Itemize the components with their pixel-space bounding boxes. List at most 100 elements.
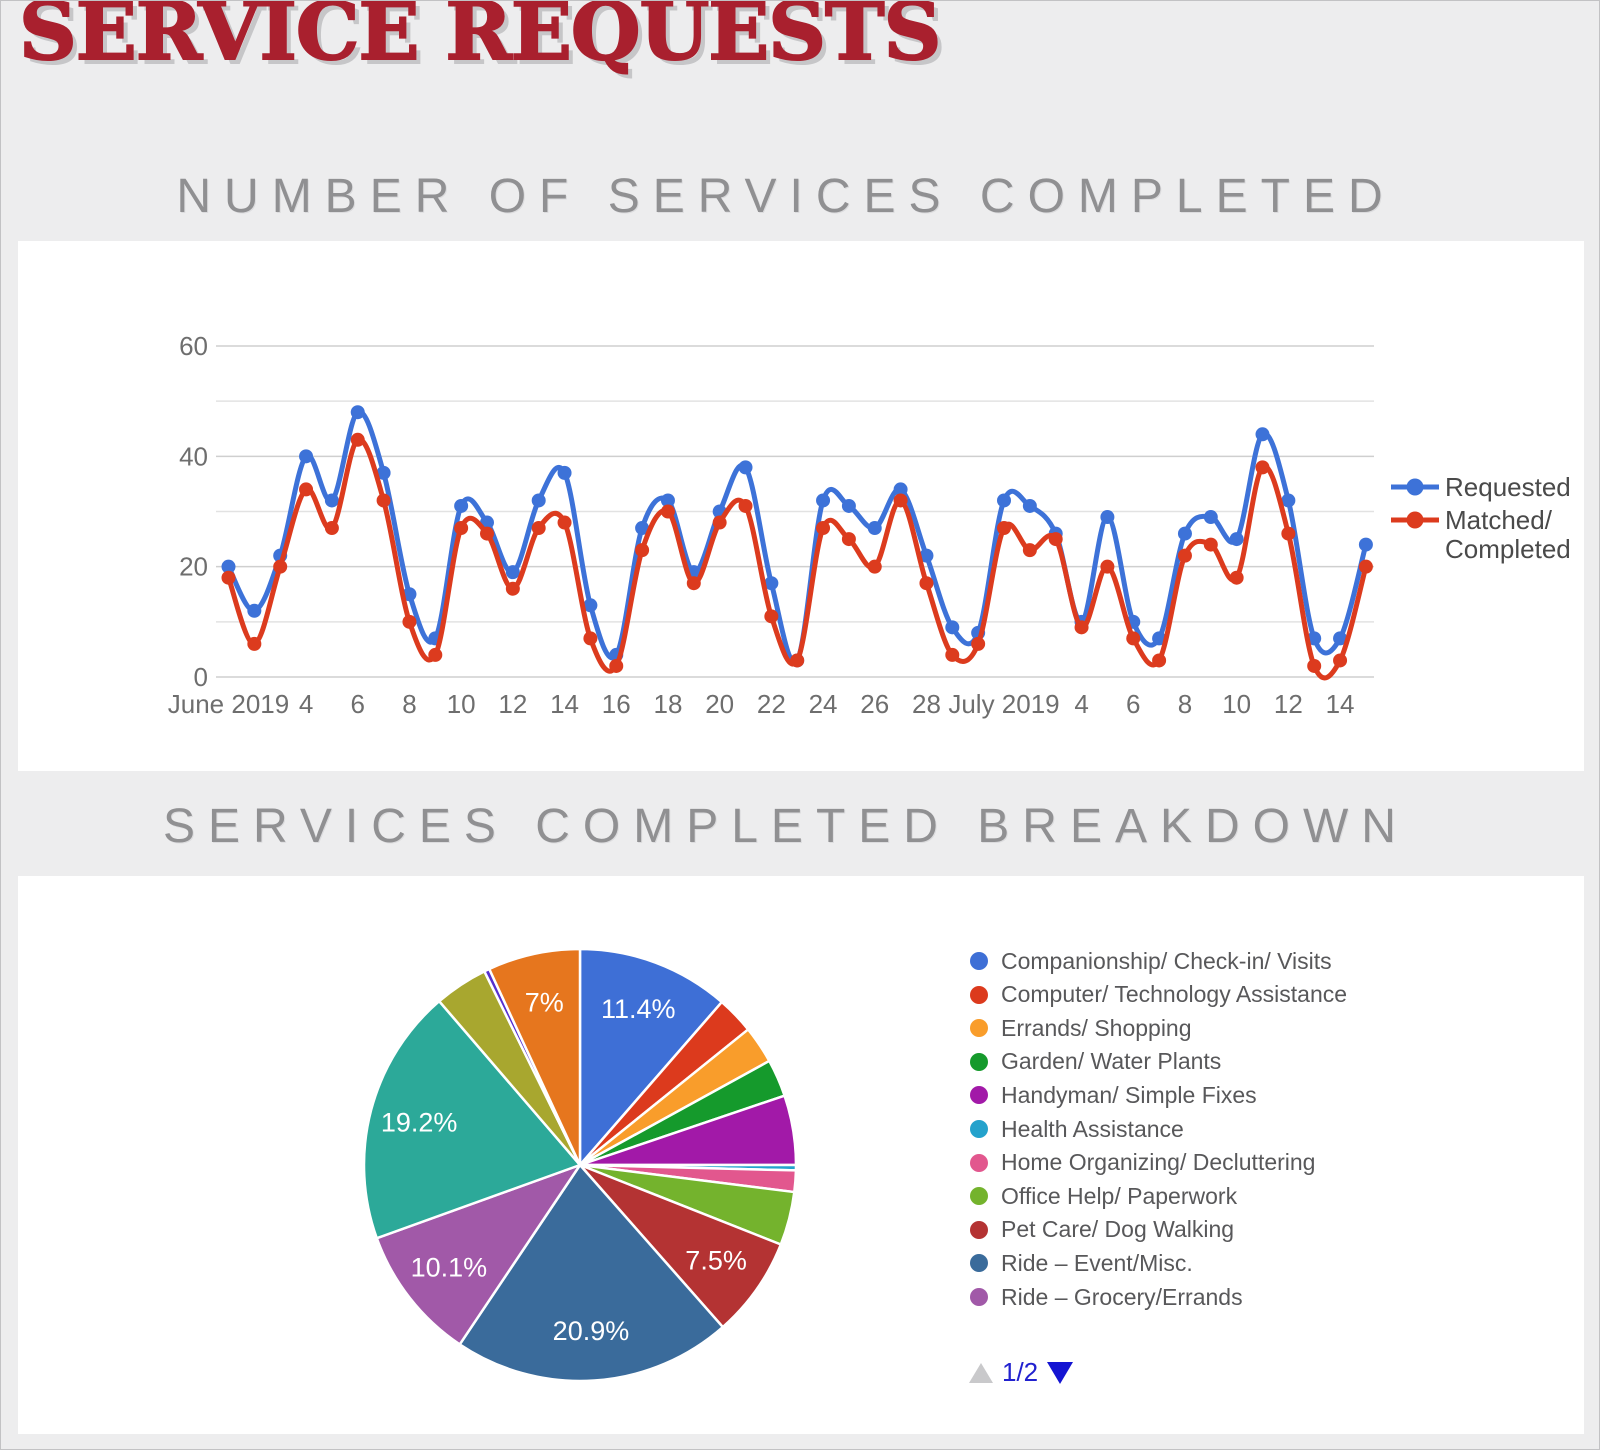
- data-point[interactable]: [1229, 532, 1244, 547]
- pie-slice-9[interactable]: [578, 1163, 783, 1329]
- data-point[interactable]: [350, 405, 365, 420]
- pie-slice-15[interactable]: [488, 947, 582, 1167]
- line-chart[interactable]: 0 20 40 60 June 2019 4 6 8 10 12 14 16 18 20 22 24 26 28 J…: [18, 241, 1584, 771]
- data-point[interactable]: [1358, 559, 1373, 574]
- data-point[interactable]: [1022, 543, 1037, 558]
- data-point[interactable]: [324, 493, 339, 508]
- pie-legend-item[interactable]: Computer/ Technology Assistance: [970, 981, 1347, 1008]
- data-point[interactable]: [1358, 537, 1373, 552]
- data-point[interactable]: [583, 631, 598, 646]
- legend-page-up-icon[interactable]: [969, 1362, 993, 1383]
- data-point[interactable]: [738, 498, 753, 513]
- legend-page-down-icon[interactable]: [1047, 1361, 1074, 1384]
- legend-label[interactable]: Matched/: [1445, 505, 1553, 535]
- data-point[interactable]: [505, 581, 520, 596]
- pie-legend-item[interactable]: Ride – Grocery/Errands: [970, 1284, 1243, 1310]
- data-point[interactable]: [1100, 510, 1115, 525]
- data-point[interactable]: [557, 515, 572, 530]
- data-point[interactable]: [686, 576, 701, 591]
- data-point[interactable]: [919, 576, 934, 591]
- data-point[interactable]: [299, 449, 314, 464]
- data-point[interactable]: [1152, 653, 1167, 668]
- data-point[interactable]: [997, 521, 1011, 536]
- data-point[interactable]: [428, 647, 443, 662]
- data-point[interactable]: [1333, 631, 1348, 646]
- data-point[interactable]: [1126, 631, 1141, 646]
- data-point[interactable]: [841, 498, 856, 513]
- pie-legend-item[interactable]: Handyman/ Simple Fixes: [970, 1082, 1257, 1108]
- data-point[interactable]: [1203, 537, 1218, 552]
- pie-legend-item[interactable]: Office Help/ Paperwork: [970, 1183, 1237, 1209]
- data-point[interactable]: [531, 521, 546, 536]
- data-point[interactable]: [247, 603, 262, 618]
- pie-legend-item[interactable]: Companionship/ Check-in/ Visits: [970, 948, 1332, 974]
- data-point[interactable]: [764, 609, 779, 624]
- data-point[interactable]: [1177, 526, 1192, 541]
- pie-legend-item[interactable]: Pet Care/ Dog Walking: [970, 1216, 1234, 1243]
- data-point[interactable]: [221, 570, 236, 585]
- data-point[interactable]: [971, 636, 986, 651]
- data-point[interactable]: [376, 493, 391, 508]
- data-point[interactable]: [867, 521, 882, 536]
- data-point[interactable]: [273, 559, 288, 574]
- pie-legend-item[interactable]: Health Assistance: [970, 1116, 1184, 1142]
- data-point[interactable]: [635, 521, 650, 536]
- data-point[interactable]: [867, 559, 882, 574]
- data-point[interactable]: [660, 493, 675, 508]
- data-point[interactable]: [712, 515, 727, 530]
- data-point[interactable]: [299, 482, 314, 497]
- data-point[interactable]: [609, 658, 624, 673]
- data-point[interactable]: [1281, 526, 1296, 541]
- data-point[interactable]: [816, 521, 831, 536]
- pie-slice-11[interactable]: [375, 1163, 582, 1346]
- data-point[interactable]: [1203, 510, 1218, 525]
- data-point[interactable]: [816, 493, 831, 508]
- data-point[interactable]: [1307, 631, 1322, 646]
- pie-legend-item[interactable]: Garden/ Water Plants: [970, 1048, 1221, 1075]
- series-matched-completed[interactable]: [221, 432, 1373, 681]
- data-point[interactable]: [841, 532, 856, 547]
- data-point[interactable]: [1048, 532, 1063, 547]
- pie-legend-item[interactable]: Ride – Event/Misc.: [970, 1250, 1193, 1276]
- data-point[interactable]: [454, 498, 469, 513]
- data-point[interactable]: [919, 548, 934, 563]
- data-point[interactable]: [531, 493, 546, 508]
- data-point[interactable]: [945, 620, 960, 635]
- data-point[interactable]: [1074, 620, 1089, 635]
- data-point[interactable]: [583, 598, 598, 613]
- data-point[interactable]: [1255, 427, 1270, 442]
- pie-slice-10[interactable]: [458, 1163, 725, 1383]
- data-point[interactable]: [324, 521, 339, 536]
- data-point[interactable]: [635, 543, 650, 558]
- data-point[interactable]: [1177, 548, 1192, 563]
- data-point[interactable]: [764, 576, 779, 591]
- data-point[interactable]: [350, 432, 365, 447]
- pie-legend-item[interactable]: Home Organizing/ Decluttering: [970, 1149, 1315, 1176]
- legend-page-label[interactable]: 1/2: [1002, 1357, 1039, 1387]
- data-point[interactable]: [660, 504, 675, 519]
- data-point[interactable]: [480, 526, 494, 541]
- data-point[interactable]: [1022, 498, 1037, 513]
- data-point[interactable]: [376, 465, 391, 480]
- data-point[interactable]: [1333, 653, 1348, 668]
- legend-label[interactable]: Requested: [1445, 472, 1571, 502]
- data-point[interactable]: [893, 482, 908, 497]
- data-point[interactable]: [893, 493, 908, 508]
- legend-label[interactable]: Completed: [1445, 534, 1571, 564]
- data-point[interactable]: [1307, 658, 1322, 673]
- pie-chart[interactable]: 11.4% 7.5% 20.9% 10.1% 19.2% 7%: [18, 876, 1584, 1434]
- data-point[interactable]: [247, 636, 262, 651]
- data-point[interactable]: [790, 653, 805, 668]
- data-point[interactable]: [1281, 493, 1296, 508]
- data-point[interactable]: [997, 493, 1011, 508]
- data-point[interactable]: [1229, 570, 1244, 585]
- data-point[interactable]: [221, 559, 236, 574]
- data-point[interactable]: [1255, 460, 1270, 475]
- pie-legend-item[interactable]: Errands/ Shopping: [970, 1015, 1192, 1041]
- data-point[interactable]: [557, 465, 572, 480]
- data-point[interactable]: [738, 460, 753, 475]
- data-point[interactable]: [454, 521, 469, 536]
- data-point[interactable]: [1100, 559, 1115, 574]
- series-requested[interactable]: [221, 405, 1373, 668]
- data-point[interactable]: [945, 647, 960, 662]
